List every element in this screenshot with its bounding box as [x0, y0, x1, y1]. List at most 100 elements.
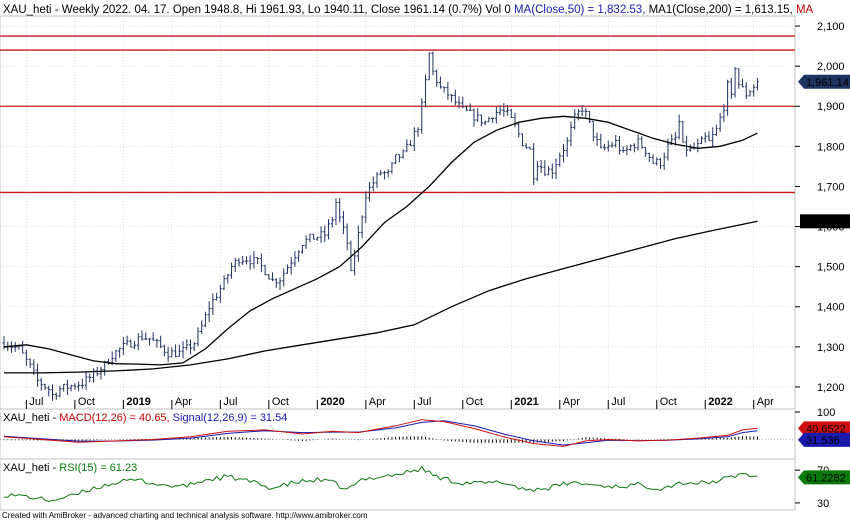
- price-bar: [655, 157, 659, 166]
- price-bar: [304, 235, 308, 249]
- price-bar: [744, 82, 748, 99]
- price-bar: [502, 103, 506, 117]
- price-bar: [517, 121, 521, 138]
- price-bar: [524, 143, 528, 150]
- price-bar: [379, 170, 383, 176]
- price-bar: [356, 225, 360, 262]
- ma200-line: [4, 220, 758, 374]
- price-bar: [755, 77, 759, 91]
- signal-value-label-text: 31.536: [806, 435, 840, 447]
- price-bar: [248, 255, 252, 270]
- price-bar: [550, 163, 554, 179]
- x-axis-ticks: Jul Oct 2019 Apr Jul Oct 2020 Apr Jul Oct 2021 Apr J…: [25, 396, 774, 409]
- price-bar: [315, 236, 319, 241]
- price-bar: [159, 335, 163, 349]
- price-bar: [472, 108, 476, 127]
- price-bar: [69, 384, 73, 392]
- time-tick-label: Oct: [660, 396, 677, 408]
- price-bar: [420, 98, 424, 134]
- price-bar: [569, 121, 573, 147]
- price-bar: [595, 132, 599, 146]
- price-bar: [416, 127, 420, 137]
- time-tick-label: Jul: [29, 396, 43, 408]
- price-bar: [565, 137, 569, 157]
- price-header-ma200: MA1(Close,200) = 1,613.15,: [649, 4, 796, 16]
- price-header-prefix: XAU_heti - Weekly 2022. 04. 17. Open 194…: [3, 4, 514, 16]
- price-bar: [259, 253, 263, 273]
- price-bar: [562, 144, 565, 163]
- price-bar: [722, 104, 726, 122]
- price-bar: [121, 337, 125, 356]
- y-axis-ticks: 2,1002,0001,9001,8001,7001,6001,5001,400…: [795, 21, 845, 510]
- price-bar: [726, 79, 730, 116]
- price-bar: [688, 144, 692, 152]
- price-bar: [21, 341, 25, 354]
- price-bar: [390, 162, 394, 174]
- price-bar: [621, 146, 625, 153]
- price-bar: [99, 366, 103, 380]
- price-bar: [364, 191, 368, 223]
- price-bar: [457, 96, 461, 109]
- price-bar: [614, 134, 618, 148]
- price-bar: [658, 157, 662, 169]
- price-bar: [341, 210, 345, 235]
- macd-header-signal: Signal(12,26,9) = 31.54: [173, 412, 288, 424]
- price-bar: [47, 385, 51, 397]
- price-bar: [118, 347, 122, 358]
- moving-average-lines: [3, 115, 758, 374]
- price-bars: [2, 51, 759, 401]
- price-bar: [632, 143, 636, 153]
- price-bar: [375, 172, 379, 188]
- price-bar: [371, 176, 375, 192]
- time-tick-label: Oct: [466, 396, 483, 408]
- price-bar: [599, 133, 603, 149]
- price-bar: [547, 166, 551, 176]
- price-bar: [644, 147, 648, 157]
- price-bar: [192, 342, 196, 351]
- price-bar: [532, 143, 536, 186]
- price-bar: [368, 182, 372, 202]
- price-bar: [528, 146, 532, 150]
- price-bar: [300, 244, 304, 254]
- price-bar: [312, 233, 316, 240]
- price-bar: [50, 384, 54, 401]
- price-bar: [442, 86, 446, 93]
- price-bar: [133, 340, 137, 349]
- price-bar: [106, 358, 110, 365]
- price-bar: [226, 273, 230, 284]
- price-bar: [252, 251, 256, 269]
- price-bar: [741, 78, 745, 88]
- price-bar: [54, 392, 58, 400]
- price-bar: [450, 94, 454, 103]
- rsi-pane: [0, 458, 796, 511]
- signal-value-label-bg: [798, 432, 850, 447]
- price-bar: [263, 264, 267, 276]
- price-bar: [65, 379, 69, 395]
- price-bar: [733, 67, 737, 98]
- time-tick-label: Apr: [175, 396, 192, 408]
- price-bar: [483, 120, 487, 126]
- price-bar: [479, 114, 483, 127]
- price-bar: [513, 112, 517, 128]
- macd-plot: [0, 419, 795, 447]
- rsi-value-label: 61.2282: [798, 470, 850, 484]
- price-bar: [345, 223, 349, 251]
- price-bar: [647, 152, 651, 163]
- price-bar: [662, 152, 666, 170]
- time-tick-label: Apr: [563, 396, 580, 408]
- price-bar: [580, 105, 584, 117]
- price-bar: [748, 89, 752, 97]
- price-bar: [140, 330, 144, 341]
- price-bar: [539, 159, 543, 173]
- rsi-plot: [3, 465, 758, 503]
- price-bar: [155, 338, 159, 348]
- price-bar: [677, 114, 681, 140]
- price-bar: [39, 377, 43, 391]
- price-bar: [382, 170, 386, 180]
- price-bar: [591, 120, 595, 142]
- price-bar: [588, 110, 592, 124]
- time-tick-label: 2022: [708, 396, 732, 408]
- price-bar: [498, 105, 502, 116]
